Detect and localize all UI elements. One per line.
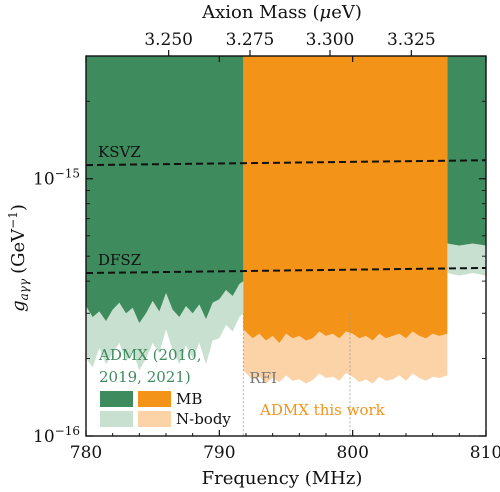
y-axis-title-unit: (GeV [8,228,29,274]
y-axis-title-close: ) [8,204,29,211]
x-tick-label: 780 [70,443,102,463]
x-tick-label: 790 [203,443,235,463]
ksvz-label: KSVZ [98,143,141,161]
admx-mb-region-right [447,56,486,246]
top-axis-title: Axion Mass (μeV) [201,2,362,23]
y-axis-title-subscript: aγγ [17,278,31,300]
y-axis-title-exponent: −1 [6,211,20,229]
dfsz-line [85,266,487,275]
dfsz-label: DFSZ [98,251,141,269]
legend-this-mb-swatch [138,391,171,407]
y-tick-label: 10−16 [33,424,80,447]
legend-this-nbody-swatch [138,411,171,427]
x-tick-label: 810 [470,443,500,463]
y-axis-title: gaγγ (GeV−1) [6,204,31,312]
this-work-mb-region [243,56,448,343]
x-axis-title: Frequency (MHz) [202,468,363,489]
top-tick-label: 3.325 [387,30,436,50]
top-axis-title-mu: μ [320,2,332,23]
top-tick-label: 3.275 [226,30,275,50]
top-axis-title-suffix: eV) [331,2,362,23]
ksvz-line [85,159,487,167]
legend-mb-label: MB [176,390,202,408]
y-tick-label: 10−15 [33,167,80,190]
legend-admx-title-line2: 2019, 2021) [99,368,191,386]
admx-mb-region [86,56,244,323]
legend-this-work-label: ADMX this work [259,401,386,419]
rfi-label: RFI [249,369,277,387]
y-axis-title-g: g [8,300,29,312]
legend-nbody-label: N-body [176,410,231,428]
top-tick-label: 3.250 [144,30,193,50]
x-tick-label: 800 [336,443,368,463]
top-axis-title-prefix: Axion Mass ( [201,2,319,23]
top-tick-label: 3.300 [306,30,355,50]
legend-admx-nbody-swatch [100,411,133,427]
legend-admx-title-line1: ADMX (2010, [98,346,201,364]
legend-admx-mb-swatch [100,391,133,407]
plot-frame [85,55,487,437]
